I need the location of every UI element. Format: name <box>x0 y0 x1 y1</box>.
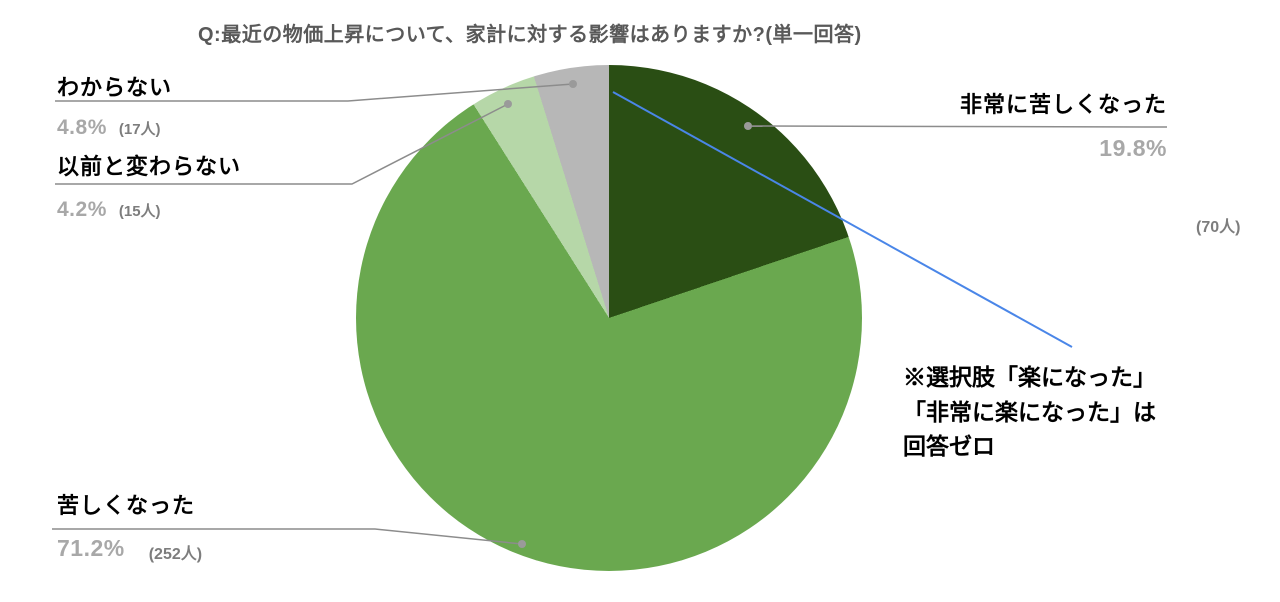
slice-percent-wakaranai: 4.8% <box>57 116 107 139</box>
callout-hijoni: 非常に苦しくなった 19.8% <box>960 87 1167 162</box>
annotation-note: ※選択肢「楽になった」 「非常に楽になった」は 回答ゼロ <box>903 360 1273 464</box>
leader-line-hijoni <box>751 125 1168 128</box>
annotation-pointer-line <box>612 91 1073 348</box>
slice-percent-izen: 4.2% <box>57 198 107 221</box>
slice-label-kurushiku: 苦しくなった <box>57 493 196 518</box>
leader-line-wakaranai <box>55 83 574 102</box>
leader-line-izen <box>55 103 509 185</box>
leader-dot-kurushiku <box>518 540 526 548</box>
pie-chart <box>356 65 862 571</box>
leader-line-kurushiku <box>52 528 523 545</box>
leader-dot-wakaranai <box>569 80 577 88</box>
slice-label-wakaranai: わからない <box>57 75 173 100</box>
slice-label-hijoni: 非常に苦しくなった <box>959 92 1167 117</box>
slice-count-wakaranai: (17人) <box>118 121 161 138</box>
annotation-line-1: ※選択肢「楽になった」 <box>903 364 1156 390</box>
callout-kurushiku: 苦しくなった 71.2% (252人) <box>57 488 203 563</box>
slice-count-kurushiku: (252人) <box>148 546 203 563</box>
slice-count-hijoni: (70人) <box>1196 219 1241 236</box>
annotation-line-3: 回答ゼロ <box>903 433 995 459</box>
slice-count-izen: (15人) <box>118 203 161 220</box>
leader-dot-hijoni <box>744 122 752 130</box>
slice-percent-kurushiku: 71.2% <box>57 535 125 561</box>
callout-wakaranai: わからない 4.8% (17人) <box>57 70 172 140</box>
slice-label-izen: 以前と変わらない <box>57 154 242 179</box>
annotation-line-2: 「非常に楽になった」は <box>903 398 1156 425</box>
callout-izen: 以前と変わらない 4.2% (15人) <box>57 149 241 222</box>
leader-dot-izen <box>504 100 512 108</box>
slice-percent-hijoni: 19.8% <box>1099 135 1167 161</box>
chart-title: Q:最近の物価上昇について、家計に対する影響はありますか?(単一回答) <box>198 24 862 46</box>
